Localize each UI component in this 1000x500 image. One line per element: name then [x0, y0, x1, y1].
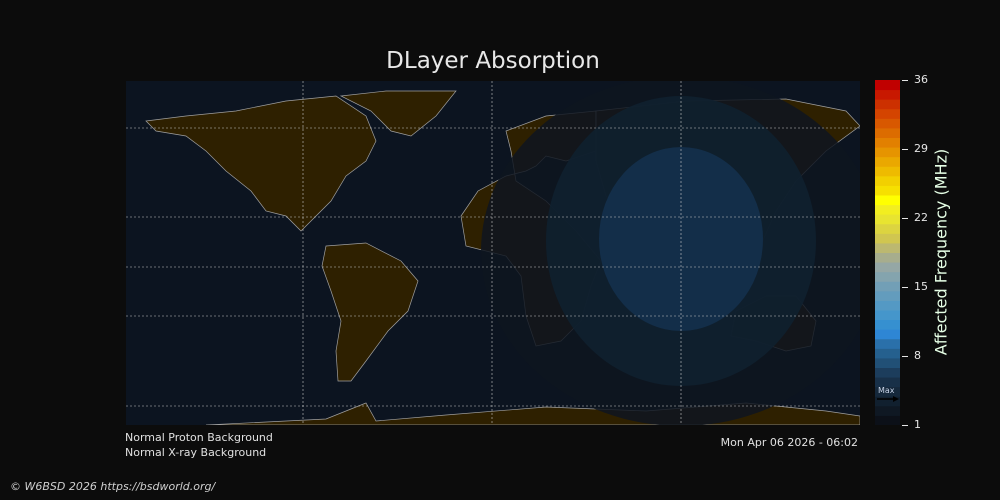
colorbar-tick: 8	[902, 349, 921, 362]
colorbar-band	[875, 166, 900, 177]
colorbar-band	[875, 357, 900, 368]
colorbar	[875, 80, 900, 425]
colorbar-band	[875, 367, 900, 378]
north-america	[145, 95, 377, 232]
colorbar-label: Affected Frequency (MHz)	[931, 148, 951, 356]
south-america	[321, 242, 419, 382]
colorbar-band	[875, 290, 900, 301]
xray-status: Normal X-ray Background	[125, 446, 267, 459]
colorbar-band	[875, 405, 900, 416]
colorbar-band	[875, 348, 900, 359]
colorbar-band	[875, 147, 900, 158]
graticule	[126, 81, 860, 425]
colorbar-tick: 36	[902, 73, 928, 86]
colorbar-band	[875, 108, 900, 119]
proton-status: Normal Proton Background	[125, 431, 273, 444]
colorbar-band	[875, 329, 900, 340]
colorbar-band	[875, 204, 900, 215]
colorbar-band	[875, 262, 900, 273]
colorbar-band	[875, 185, 900, 196]
copyright: © W6BSD 2026 https://bsdworld.org/	[10, 480, 216, 493]
world-map	[126, 81, 860, 425]
colorbar-band	[875, 281, 900, 292]
colorbar-band	[875, 195, 900, 206]
colorbar-band	[875, 300, 900, 311]
max-marker-label: Max	[878, 386, 895, 395]
colorbar-band	[875, 271, 900, 282]
max-arrow-icon	[877, 396, 899, 402]
colorbar-band	[875, 415, 900, 425]
colorbar-band	[875, 127, 900, 138]
colorbar-band	[875, 214, 900, 225]
colorbar-band	[875, 137, 900, 148]
colorbar-band	[875, 80, 900, 91]
colorbar-band	[875, 89, 900, 100]
colorbar-band	[875, 396, 900, 407]
colorbar-band	[875, 118, 900, 129]
colorbar-band	[875, 377, 900, 388]
colorbar-tick: 1	[902, 418, 921, 431]
colorbar-tick: 15	[902, 280, 928, 293]
colorbar-band	[875, 386, 900, 397]
colorbar-band	[875, 223, 900, 234]
timestamp: Mon Apr 06 2026 - 06:02	[720, 436, 858, 449]
colorbar-tick: 22	[902, 211, 928, 224]
colorbar-band	[875, 338, 900, 349]
chart-title: DLayer Absorption	[386, 48, 600, 74]
colorbar-band	[875, 99, 900, 110]
colorbar-band	[875, 310, 900, 321]
colorbar-band	[875, 175, 900, 186]
colorbar-band	[875, 319, 900, 330]
colorbar-tick: 29	[902, 142, 928, 155]
colorbar-band	[875, 242, 900, 253]
colorbar-band	[875, 233, 900, 244]
greenland	[339, 90, 457, 137]
colorbar-band	[875, 156, 900, 167]
colorbar-band	[875, 252, 900, 263]
